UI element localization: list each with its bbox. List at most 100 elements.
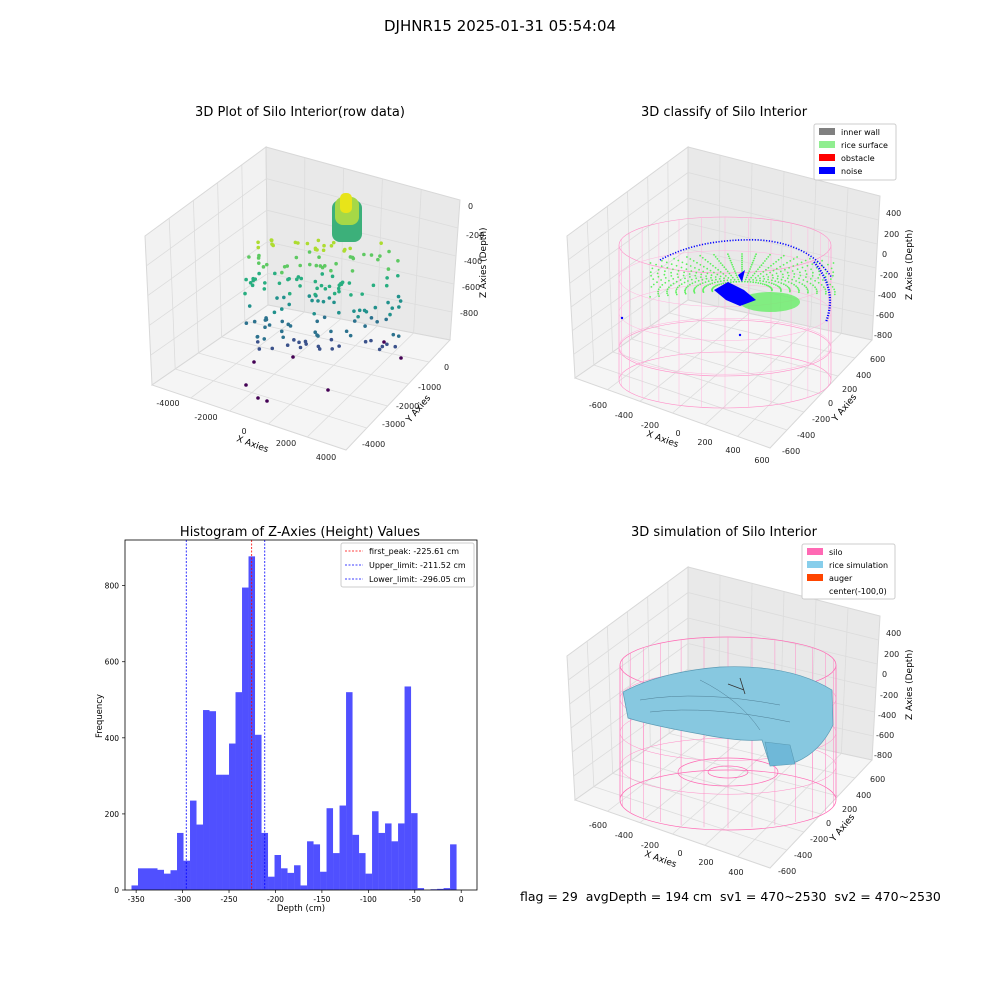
- surface-point: [781, 273, 784, 276]
- surface-point: [658, 295, 660, 297]
- surface-point: [789, 289, 791, 292]
- y-tick: -200: [812, 415, 830, 424]
- rice-surface-points: [649, 253, 836, 312]
- legend-auger: auger: [829, 574, 853, 583]
- data-point: [297, 340, 301, 345]
- histogram-reference-lines: [185, 540, 266, 890]
- surface-point: [746, 280, 749, 283]
- surface-point: [694, 274, 697, 277]
- surface-point: [748, 278, 751, 281]
- data-point: [337, 289, 341, 294]
- surface-point: [741, 253, 743, 255]
- surface-point: [700, 276, 702, 278]
- surface-point: [741, 255, 743, 258]
- surface-point: [807, 291, 809, 294]
- surface-point: [673, 257, 675, 260]
- surface-point: [701, 282, 704, 284]
- surface-point: [675, 264, 678, 267]
- grid-line: [266, 178, 459, 229]
- data-point: [373, 305, 378, 310]
- legend-silo: silo: [829, 548, 843, 557]
- data-point: [336, 286, 341, 291]
- surface-point: [797, 288, 800, 290]
- histogram-bar: [346, 692, 353, 890]
- data-point: [393, 344, 398, 349]
- surface-point: [667, 294, 669, 297]
- surface-point: [741, 263, 743, 266]
- surface-point: [770, 264, 772, 267]
- surface-point: [798, 277, 800, 280]
- z-tick: -200: [880, 271, 898, 280]
- surface-point: [767, 278, 769, 281]
- data-point: [352, 309, 356, 313]
- surface-point: [715, 285, 717, 287]
- status-readout: flag = 29 avgDepth = 194 cm sv1 = 470~25…: [520, 889, 941, 904]
- surface-point: [649, 296, 651, 298]
- surface-point: [687, 280, 689, 282]
- surface-point: [747, 272, 750, 275]
- data-point: [267, 323, 272, 327]
- surface-point: [824, 288, 827, 291]
- surface-point: [711, 282, 714, 285]
- surface-point: [785, 284, 787, 287]
- surface-point: [735, 280, 738, 283]
- surface-point: [829, 283, 832, 286]
- surface-point: [683, 281, 686, 284]
- x-tick: 200: [697, 438, 712, 447]
- histogram-y-ticks: 0 200 400 600 800: [105, 582, 125, 895]
- surface-point: [706, 267, 709, 270]
- data-point: [352, 319, 357, 323]
- data-point: [329, 337, 334, 342]
- surface-point: [764, 260, 766, 262]
- surface-point: [780, 278, 783, 281]
- data-point: [363, 339, 368, 344]
- data-point: [252, 319, 257, 324]
- data-point: [250, 283, 255, 288]
- data-point: [382, 340, 386, 344]
- z-tick: -800: [460, 309, 478, 318]
- surface-point: [666, 290, 668, 293]
- data-point: [362, 308, 367, 313]
- x-tick: 400: [725, 446, 740, 455]
- grid-line: [148, 241, 268, 326]
- data-point: [279, 329, 284, 334]
- data-point: [362, 252, 366, 257]
- data-point: [326, 388, 330, 392]
- surface-point: [796, 286, 799, 289]
- surface-point: [668, 286, 670, 289]
- surface-point: [672, 268, 674, 271]
- y-tick: -400: [797, 431, 815, 440]
- surface-point: [806, 264, 809, 267]
- surface-point: [670, 284, 672, 287]
- data-point: [396, 294, 401, 299]
- surface-point: [705, 277, 708, 280]
- surface-point: [793, 283, 795, 286]
- surface-point: [684, 288, 687, 290]
- surface-point: [745, 276, 748, 279]
- surface-point: [817, 277, 820, 279]
- data-point: [248, 280, 253, 285]
- data-point: [399, 356, 403, 360]
- surface-point: [652, 283, 655, 286]
- surface-point: [793, 273, 796, 275]
- z-tick: 200: [884, 230, 899, 239]
- surface-point: [795, 280, 797, 282]
- surface-point: [668, 279, 670, 282]
- surface-point: [741, 261, 743, 264]
- surface-point: [798, 291, 800, 294]
- x-tick: 600: [754, 456, 769, 465]
- surface-point: [811, 263, 814, 265]
- z-tick: -400: [878, 711, 896, 720]
- surface-point: [660, 265, 663, 267]
- histogram-bar: [385, 823, 392, 890]
- data-point: [287, 291, 292, 296]
- surface-point: [664, 281, 667, 284]
- surface-point: [755, 253, 757, 256]
- surface-point: [772, 269, 775, 272]
- surface-point: [734, 272, 737, 275]
- data-point: [317, 347, 322, 351]
- x-tick: -4000: [156, 399, 179, 408]
- surface-point: [659, 286, 662, 288]
- legend-swatch-auger: [807, 574, 823, 581]
- grid-line: [413, 189, 422, 334]
